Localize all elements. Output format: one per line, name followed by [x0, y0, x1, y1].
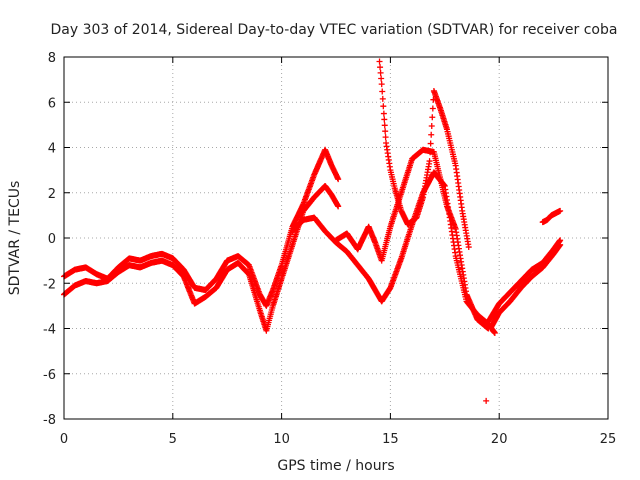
series-coba-trace-c	[289, 169, 498, 337]
x-tick-label: 10	[273, 432, 290, 447]
chart-title: Day 303 of 2014, Sidereal Day-to-day VTE…	[51, 22, 618, 38]
data-point	[378, 75, 385, 82]
y-tick-label: 2	[48, 187, 56, 202]
y-axis-label: SDTVAR / TECUs	[7, 181, 23, 296]
series-coba-trace-h	[539, 207, 564, 226]
data-point	[557, 241, 564, 248]
data-point	[427, 149, 434, 156]
data-point	[379, 88, 386, 95]
data-point	[382, 134, 389, 141]
data-point	[428, 131, 435, 138]
data-point	[428, 123, 435, 130]
series-coba-trace-d	[333, 146, 492, 332]
series-coba-outlier	[483, 397, 490, 404]
data-point	[378, 81, 385, 88]
x-tick-label: 5	[169, 432, 177, 447]
x-tick-label: 25	[600, 432, 617, 447]
data-point	[335, 203, 342, 210]
data-point	[381, 122, 388, 129]
y-tick-label: -8	[43, 413, 56, 428]
x-tick-label: 15	[382, 432, 399, 447]
series-coba-trace-b	[61, 182, 342, 334]
x-axis-tick-labels: 0 5 10 15 20 25	[60, 432, 616, 447]
series-coba-trace-e	[376, 58, 472, 251]
y-tick-label: -2	[43, 277, 56, 292]
y-tick-label: -4	[43, 323, 56, 338]
y-tick-label: 6	[48, 96, 56, 111]
y-tick-label: 4	[48, 142, 56, 157]
series-coba-trace-g	[487, 241, 564, 332]
data-point	[429, 114, 436, 121]
data-point	[491, 330, 498, 337]
x-axis-label: GPS time / hours	[277, 458, 394, 474]
data-point	[377, 69, 384, 76]
data-point	[380, 110, 387, 117]
y-tick-label: 8	[48, 51, 56, 66]
data-points	[61, 58, 564, 404]
data-point	[465, 244, 472, 251]
data-point	[429, 105, 436, 112]
x-tick-label: 0	[60, 432, 68, 447]
axis-ticks	[63, 56, 609, 420]
data-point	[377, 64, 384, 71]
data-point	[381, 116, 388, 123]
data-point	[380, 103, 387, 110]
data-point	[483, 397, 490, 404]
y-axis-tick-labels: -8 -6 -4 -2 0 2 4 6 8	[43, 51, 56, 428]
data-point	[557, 207, 564, 214]
data-point	[379, 95, 386, 102]
data-point	[426, 158, 433, 165]
y-tick-label: 0	[48, 232, 56, 247]
y-tick-label: -6	[43, 368, 56, 383]
data-point	[335, 176, 342, 183]
data-point	[382, 128, 389, 135]
x-tick-label: 20	[491, 432, 508, 447]
data-point	[376, 58, 383, 65]
data-point	[427, 140, 434, 147]
